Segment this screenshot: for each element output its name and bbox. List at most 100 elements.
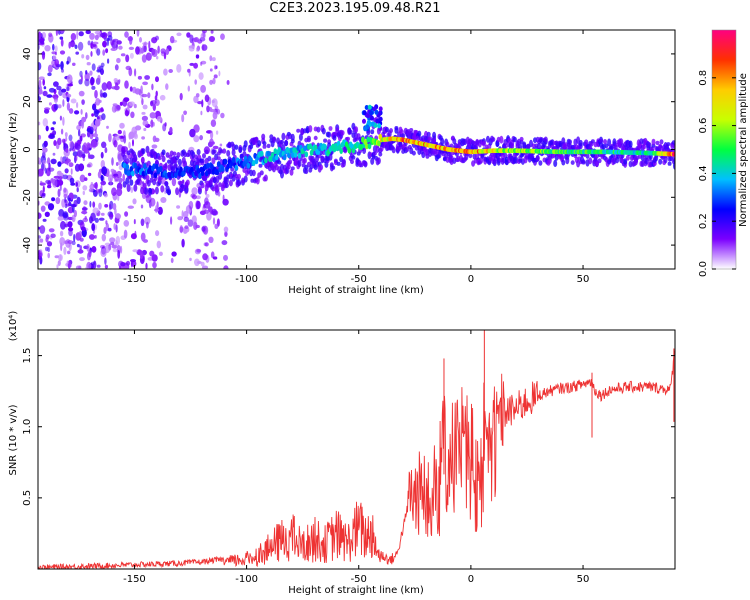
noise-speck [48,134,56,139]
noise-speck [48,162,51,170]
snr-series-line [38,350,675,569]
ridge-halo-blob [238,146,243,154]
ridge-core-blob [234,164,239,171]
colorbar-tick-label: 0.6 [698,118,709,134]
noise-speck [200,84,207,93]
noise-speck [84,72,90,82]
ridge-core-blob [264,157,268,164]
noise-speck [83,148,90,154]
noise-speck [38,212,42,219]
noise-speck [50,233,56,239]
ridge-blip [370,115,374,121]
noise-speck [118,265,122,269]
ridge-halo-blob [370,129,375,135]
noise-speck [217,191,221,197]
ridge-halo-blob [262,141,267,146]
ridge-halo-blob [594,160,599,167]
ridge-halo-blob [323,138,328,143]
noise-speck [150,119,154,128]
ridge-halo-blob [535,155,540,162]
noise-speck [104,147,108,154]
noise-speck [108,203,112,211]
noise-speck [53,81,59,87]
spectrogram-ridge [121,104,675,179]
ridge-core-blob [323,144,327,150]
ridge-core-blob [152,163,156,170]
colorbar-tick-label: 0.8 [698,70,709,86]
noise-speck [196,249,202,253]
ridge-halo-blob [499,135,504,144]
ridge-halo-blob [259,170,264,176]
noise-speck [51,197,56,202]
ridge-halo-blob [363,161,368,167]
ridge-halo-blob [658,158,663,165]
ridge-core-blob [365,143,369,150]
noise-speck [215,65,218,69]
noise-speck [155,35,159,41]
ridge-halo-blob [160,185,165,193]
ridge-halo-blob [663,155,668,164]
noise-speck [65,203,70,207]
ridge-halo-blob [604,143,609,149]
noise-speck [199,135,204,141]
noise-speck [101,141,107,149]
ridge-core-blob [367,143,372,150]
noise-speck [201,30,207,34]
noise-speck [210,130,214,140]
noise-speck [200,61,203,66]
noise-speck [53,96,59,103]
noise-speck [189,34,194,44]
ridge-halo-blob [290,133,295,141]
noise-speck [111,105,117,113]
noise-speck [215,130,219,135]
noise-speck [79,245,82,250]
ridge-halo-blob [258,163,263,168]
noise-speck [193,95,199,104]
ridge-halo-blob [481,140,486,147]
noise-speck [176,32,182,37]
snr-x-axis-label: Height of straight line (km) [288,585,424,596]
noise-speck [45,125,49,132]
noise-speck [109,237,116,243]
ridge-core-blob [272,156,276,163]
ridge-core-blob [246,162,251,169]
ridge-core-blob [273,148,278,155]
x-tick-label: 0 [468,274,474,285]
noise-speck [52,43,55,51]
noise-speck [179,226,184,233]
ridge-halo-blob [145,145,150,154]
ridge-halo-blob [122,154,127,161]
ridge-halo-blob [290,166,295,171]
noise-speck [157,206,163,215]
ridge-halo-blob [167,189,171,196]
noise-speck [224,231,228,237]
noise-speck [189,128,196,138]
y-tick-label: -20 [22,189,33,205]
noise-speck [149,112,156,119]
ridge-halo-blob [251,169,256,177]
noise-speck [128,131,135,139]
noise-speck [155,230,160,237]
noise-speck [38,31,42,40]
noise-speck [219,143,223,147]
noise-speck [88,188,94,193]
ridge-halo-blob [297,159,302,168]
noise-speck [156,56,159,60]
ridge-halo-blob [142,182,147,189]
noise-speck [212,145,219,150]
ridge-halo-blob [319,164,324,171]
noise-speck [107,35,113,41]
noise-speck [83,200,88,206]
noise-speck [102,40,107,48]
noise-speck [118,177,123,183]
noise-speck [88,234,96,240]
ridge-blip [366,113,371,119]
noise-speck [74,110,80,115]
noise-speck [38,76,45,80]
noise-speck [183,229,188,234]
noise-speck [62,116,65,126]
noise-speck [188,45,195,49]
ridge-halo-blob [161,155,166,163]
noise-speck [78,31,84,37]
noise-speck [68,162,74,168]
